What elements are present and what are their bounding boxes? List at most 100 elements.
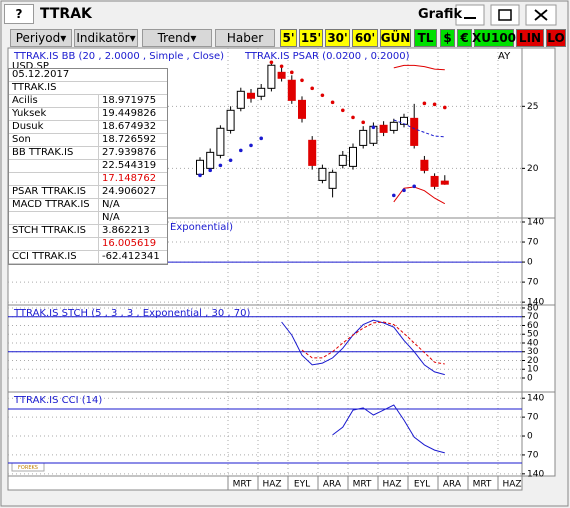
menu-button[interactable]: Indikatör ▾ [74, 29, 138, 47]
candle-body [440, 180, 449, 185]
psar-dot [351, 115, 355, 120]
scale-button[interactable]: LIN [516, 29, 544, 47]
y-tick-label: 0 [527, 373, 533, 383]
indicator-line [393, 119, 445, 138]
info-label [9, 238, 99, 250]
app-name: Grafik [418, 7, 463, 22]
currency-button[interactable]: XU100 [471, 29, 517, 47]
psar-dot [208, 168, 212, 173]
info-label: Yuksek [9, 108, 99, 120]
indicator-line [301, 321, 445, 365]
time-label: MRT [233, 480, 252, 490]
candle-body [277, 71, 286, 79]
candle-body [338, 154, 347, 166]
currency-button[interactable]: € [457, 29, 472, 47]
y-tick-label: 70 [527, 450, 539, 460]
time-label: EYL [294, 480, 310, 490]
info-label [9, 173, 99, 185]
indicator-line [281, 319, 445, 376]
currency-button[interactable]: TL [414, 29, 437, 47]
time-label: ARA [323, 480, 342, 490]
info-label [9, 212, 99, 224]
time-label: HAZ [382, 480, 401, 490]
info-row: 16.005619 [9, 238, 167, 251]
psar-dot [300, 78, 304, 83]
info-value: 3.862213 [102, 225, 150, 236]
menu-button[interactable]: Trend ▾ [142, 29, 212, 47]
psar-dot [371, 125, 376, 130]
period-button[interactable]: 5' [280, 29, 297, 47]
panel-subtitle: TTRAK.IS PSAR (0.0200 , 0.2000) [244, 51, 410, 62]
y-tick-label: 70 [527, 238, 539, 248]
candle-body [206, 151, 215, 169]
candle-body [430, 175, 439, 187]
period-button[interactable]: 60' [352, 29, 378, 47]
psar-dot [228, 158, 233, 163]
candle-body [349, 146, 357, 167]
menu-button[interactable]: Periyod ▾ [10, 29, 72, 47]
info-value: N/A [102, 199, 120, 210]
info-row: TTRAK.IS [9, 82, 167, 95]
close-icon [534, 9, 548, 21]
y-tick-label: 50 [527, 330, 539, 340]
info-label: CCI TTRAK.IS [9, 251, 99, 263]
psar-dot [310, 86, 315, 91]
minimize-button[interactable] [455, 4, 485, 26]
y-tick-label: 70 [527, 312, 539, 322]
help-button[interactable]: ? [4, 4, 34, 24]
y-tick-label: 30 [527, 347, 539, 357]
candle-body [410, 117, 419, 146]
candle-body [287, 79, 296, 101]
info-row: BB TTRAK.IS 27.939876 [9, 147, 167, 160]
info-value: 19.449826 [102, 108, 157, 119]
psar-dot [432, 102, 437, 107]
indicator-line [332, 404, 445, 454]
y-tick-label: 70 [527, 278, 539, 288]
info-row: Yuksek 19.449826 [9, 108, 167, 121]
psar-dot [320, 93, 325, 98]
info-row: STCH TTRAK.IS 3.862213 [9, 225, 167, 238]
y-tick-label: 10 [527, 365, 539, 375]
scale-button[interactable]: LO [546, 29, 566, 47]
period-button[interactable]: GÜN [380, 29, 411, 47]
maximize-icon [498, 9, 512, 21]
info-symbol: TTRAK.IS [12, 82, 57, 93]
candle-body [359, 129, 368, 146]
info-row: Son 18.726592 [9, 134, 167, 147]
y-tick-label: 0 [527, 258, 533, 268]
period-button[interactable]: 15' [299, 29, 323, 47]
candle-body [328, 171, 337, 189]
info-row: 05.12.2017 [9, 69, 167, 82]
info-row: N/A [9, 212, 167, 225]
time-label: MRT [473, 480, 492, 490]
indicator-line [393, 64, 445, 71]
psar-dot [381, 126, 386, 131]
candle-body [226, 109, 235, 131]
psar-dot [422, 101, 427, 106]
y-tick-label: 20 [527, 164, 539, 174]
news-button[interactable]: Haber [215, 29, 275, 47]
period-button[interactable]: 30' [325, 29, 350, 47]
psar-dot [279, 64, 284, 69]
panel-title: TTRAK.IS STCH (5 , 3 , 3 , Exponential ,… [13, 308, 250, 319]
psar-dot [249, 143, 253, 148]
info-row: 22.544319 [9, 160, 167, 173]
maximize-button[interactable] [490, 4, 520, 26]
menu-label: Periyod [15, 31, 61, 45]
candle-body [298, 99, 306, 119]
candle-body [267, 64, 276, 89]
info-label: Acilis [9, 95, 99, 107]
currency-button[interactable]: $ [440, 29, 455, 47]
y-tick-label: 20 [527, 356, 539, 366]
psar-dot [259, 136, 264, 141]
candle-body [257, 87, 266, 97]
psar-dot [392, 193, 396, 198]
info-value: -62.412341 [102, 251, 160, 262]
candle-body [318, 167, 327, 181]
info-box: 05.12.2017 TTRAK.IS Acilis 18.971975 Yukse… [8, 68, 168, 265]
info-row: Acilis 18.971975 [9, 95, 167, 108]
psar-dot [330, 100, 335, 105]
y-tick-label: 70 [527, 413, 539, 423]
